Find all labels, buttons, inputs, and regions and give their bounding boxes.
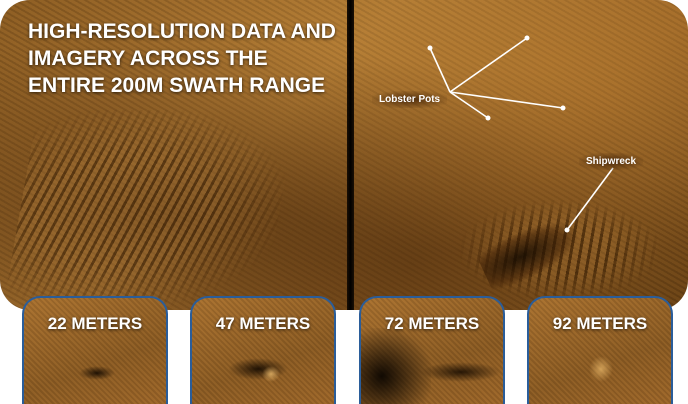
leader-line [449,91,489,119]
range-panel-92m: 92 METERS [527,296,673,404]
sonar-target-highlight [262,366,280,382]
sonar-target [421,362,501,382]
nadir-gap [347,0,354,310]
shipwreck-label: Shipwreck [579,153,644,170]
sonar-target [589,356,613,382]
leader-line [449,91,564,109]
sidescan-sonar-image: Lobster Pots Shipwreck [0,0,688,310]
range-label: 92 METERS [552,314,648,333]
lobster-pot-marker [524,35,530,41]
lobster-pot-marker [485,115,491,121]
lobster-pot-marker [427,45,433,51]
lobster-pots-label: Lobster Pots [372,91,448,108]
acoustic-shadow [361,328,431,404]
leader-line [429,47,451,93]
sand-ripples-left [2,110,298,310]
range-panel-22m: 22 METERS [22,296,168,404]
leader-line [449,37,528,93]
lobster-pot-marker [560,105,566,111]
headline: HIGH-RESOLUTION DATA AND IMAGERY ACROSS … [28,20,336,97]
range-label: 47 METERS [215,314,311,333]
range-label: 72 METERS [384,314,480,333]
sonar-target [79,366,115,380]
range-panel-72m: 72 METERS [359,296,505,404]
range-label: 22 METERS [47,314,143,333]
range-panel-47m: 47 METERS [190,296,336,404]
